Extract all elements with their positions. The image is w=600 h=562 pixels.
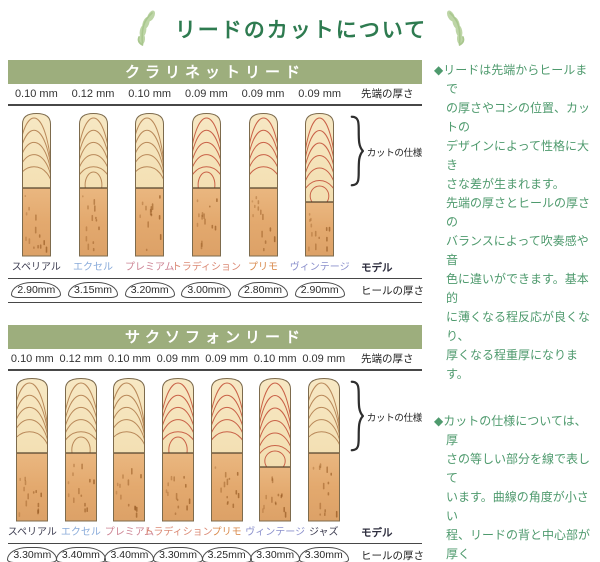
cut-spec-annotation: カットの仕様 bbox=[348, 377, 422, 455]
heel-row: 3.30mm 3.40mm 3.40mm 3.30mm 3.25mm 3.30mm 3.30… bbox=[7, 544, 424, 562]
heel-thickness-value: 2.80mm bbox=[238, 282, 288, 298]
model-name: エクセル bbox=[60, 527, 101, 538]
model-name: スペリアル bbox=[11, 262, 61, 273]
heel-thickness-value: 3.30mm bbox=[153, 547, 203, 562]
cut-spec-label: カットの仕様 bbox=[366, 413, 423, 424]
reed-image bbox=[202, 376, 251, 522]
model-name: プレミアム bbox=[125, 262, 175, 273]
heel-cell: 2.80mm bbox=[235, 282, 292, 298]
reed-image bbox=[105, 376, 154, 522]
heel-cell: 3.25mm bbox=[201, 547, 252, 562]
reed-image bbox=[291, 111, 348, 257]
section-header: クラリネットリード bbox=[8, 60, 422, 84]
notes-panel: ◆リードは先端からヒールまで の厚さやコシの位置、カットの デザインによって性格… bbox=[434, 60, 594, 562]
reed-image bbox=[154, 376, 203, 522]
heel-thickness-value: 2.90mm bbox=[294, 282, 345, 298]
reed-image bbox=[8, 376, 57, 522]
heel-cell: 2.90mm bbox=[291, 282, 348, 298]
page-title-row: リードのカットについて bbox=[8, 10, 594, 48]
heel-thickness-value: 3.30mm bbox=[250, 547, 301, 562]
reed-image bbox=[235, 111, 292, 257]
tip-thickness-value: 0.09 mm bbox=[302, 352, 346, 365]
model-row: スペリアル エクセル プレミアム トラディション プリモ ヴィンテージ ジャズ モデル bbox=[8, 524, 422, 544]
note-paragraph: ◆カットの仕様については、厚 さの等しい部分を線で表して います。曲線の角度が小… bbox=[434, 414, 591, 561]
brace-icon bbox=[350, 115, 364, 187]
reed-image bbox=[178, 111, 235, 257]
tip-thickness-value: 0.09 mm bbox=[156, 352, 200, 365]
model-name: トラディション bbox=[143, 527, 213, 538]
tip-thickness-value: 0.09 mm bbox=[298, 87, 342, 100]
heel-thickness-value: 3.00mm bbox=[181, 282, 232, 298]
model-name: プリモ bbox=[211, 527, 242, 538]
heel-thickness-value: 3.40mm bbox=[104, 547, 155, 562]
reed-row: カットの仕様 bbox=[8, 371, 422, 524]
heel-row-label: ヒールの厚さ bbox=[361, 549, 424, 562]
model-name: スペリアル bbox=[7, 527, 57, 538]
tip-thickness-value: 0.12 mm bbox=[71, 87, 115, 100]
tip-thickness-value: 0.10 mm bbox=[10, 352, 54, 365]
page-title: リードのカットについて bbox=[174, 19, 428, 42]
heel-row-label: ヒールの厚さ bbox=[361, 284, 424, 297]
model-name: エクセル bbox=[73, 262, 113, 273]
leaf-icon bbox=[447, 10, 465, 46]
model-name: ジャズ bbox=[309, 527, 339, 538]
model-name: プリモ bbox=[248, 262, 279, 273]
heel-thickness-value: 3.30mm bbox=[298, 547, 349, 562]
tip-thickness-value: 0.10 mm bbox=[128, 87, 172, 100]
tip-row: 0.10 mm 0.12 mm 0.10 mm 0.09 mm 0.09 mm 0.10 … bbox=[8, 349, 422, 371]
reed-image bbox=[121, 111, 178, 257]
heel-cell: 3.00mm bbox=[178, 282, 235, 298]
model-row: スペリアル エクセル プレミアム トラディション プリモ ヴィンテージ モデル bbox=[8, 259, 422, 279]
heel-cell: 3.40mm bbox=[55, 547, 106, 562]
model-name: ヴィンテージ bbox=[289, 262, 350, 273]
reed-image bbox=[65, 111, 122, 257]
tip-row-label: 先端の厚さ bbox=[361, 88, 414, 100]
cut-spec-label: カットの仕様 bbox=[366, 148, 423, 159]
heel-cell: 2.90mm bbox=[8, 282, 65, 298]
tip-row: 0.10 mm 0.12 mm 0.10 mm 0.09 mm 0.09 mm 0.09 … bbox=[8, 84, 422, 106]
heel-cell: 3.30mm bbox=[7, 547, 58, 562]
heel-thickness-value: 2.90mm bbox=[11, 282, 62, 298]
note-paragraph: ◆リードは先端からヒールまで の厚さやコシの位置、カットの デザインによって性格… bbox=[434, 63, 591, 381]
tip-thickness-value: 0.12 mm bbox=[59, 352, 103, 365]
heel-thickness-value: 3.15mm bbox=[68, 282, 118, 298]
heel-thickness-value: 3.20mm bbox=[124, 282, 175, 298]
section-header: サクソフォンリード bbox=[8, 325, 422, 349]
tip-thickness-value: 0.10 mm bbox=[108, 352, 151, 365]
content: クラリネットリード 0.10 mm 0.12 mm 0.10 mm 0.09 mm 0.… bbox=[7, 60, 594, 562]
tip-row-label: 先端の厚さ bbox=[361, 353, 414, 365]
heel-cell: 3.20mm bbox=[121, 282, 178, 298]
model-row-label: モデル bbox=[361, 262, 393, 274]
tip-thickness-value: 0.10 mm bbox=[14, 87, 58, 100]
reed-row: カットの仕様 bbox=[8, 106, 422, 259]
heel-cell: 3.40mm bbox=[104, 547, 155, 562]
heel-thickness-value: 3.25mm bbox=[201, 547, 252, 562]
saxophone-section: サクソフォンリード 0.10 mm 0.12 mm 0.10 mm 0.09 mm 0.… bbox=[7, 325, 424, 562]
heel-cell: 3.30mm bbox=[250, 547, 301, 562]
reed-image bbox=[8, 111, 65, 257]
reed-image bbox=[57, 376, 106, 522]
leaf-icon bbox=[137, 10, 155, 46]
tip-thickness-value: 0.09 mm bbox=[241, 87, 285, 100]
model-row-label: モデル bbox=[361, 527, 393, 539]
heel-cell: 3.30mm bbox=[298, 547, 349, 562]
cut-spec-annotation: カットの仕様 bbox=[348, 112, 422, 190]
tip-thickness-value: 0.09 mm bbox=[205, 352, 248, 365]
heel-thickness-value: 3.30mm bbox=[7, 547, 58, 562]
brace-icon bbox=[350, 380, 364, 452]
reed-image bbox=[251, 376, 300, 522]
tip-thickness-value: 0.09 mm bbox=[184, 87, 228, 100]
clarinet-section: クラリネットリード 0.10 mm 0.12 mm 0.10 mm 0.09 mm 0.… bbox=[8, 60, 424, 303]
heel-thickness-value: 3.40mm bbox=[55, 547, 106, 562]
reed-image bbox=[299, 376, 348, 522]
model-name: トラディション bbox=[171, 262, 242, 273]
reed-panel: クラリネットリード 0.10 mm 0.12 mm 0.10 mm 0.09 mm 0.… bbox=[7, 60, 424, 562]
model-name: ヴィンテージ bbox=[245, 527, 306, 538]
heel-cell: 3.15mm bbox=[65, 282, 122, 298]
heel-cell: 3.30mm bbox=[153, 547, 203, 562]
heel-row: 2.90mm 3.15mm 3.20mm 3.00mm 2.80mm 2.90mm ヒール… bbox=[8, 279, 424, 303]
tip-thickness-value: 0.10 mm bbox=[253, 352, 297, 365]
model-name: プレミアム bbox=[104, 527, 155, 538]
